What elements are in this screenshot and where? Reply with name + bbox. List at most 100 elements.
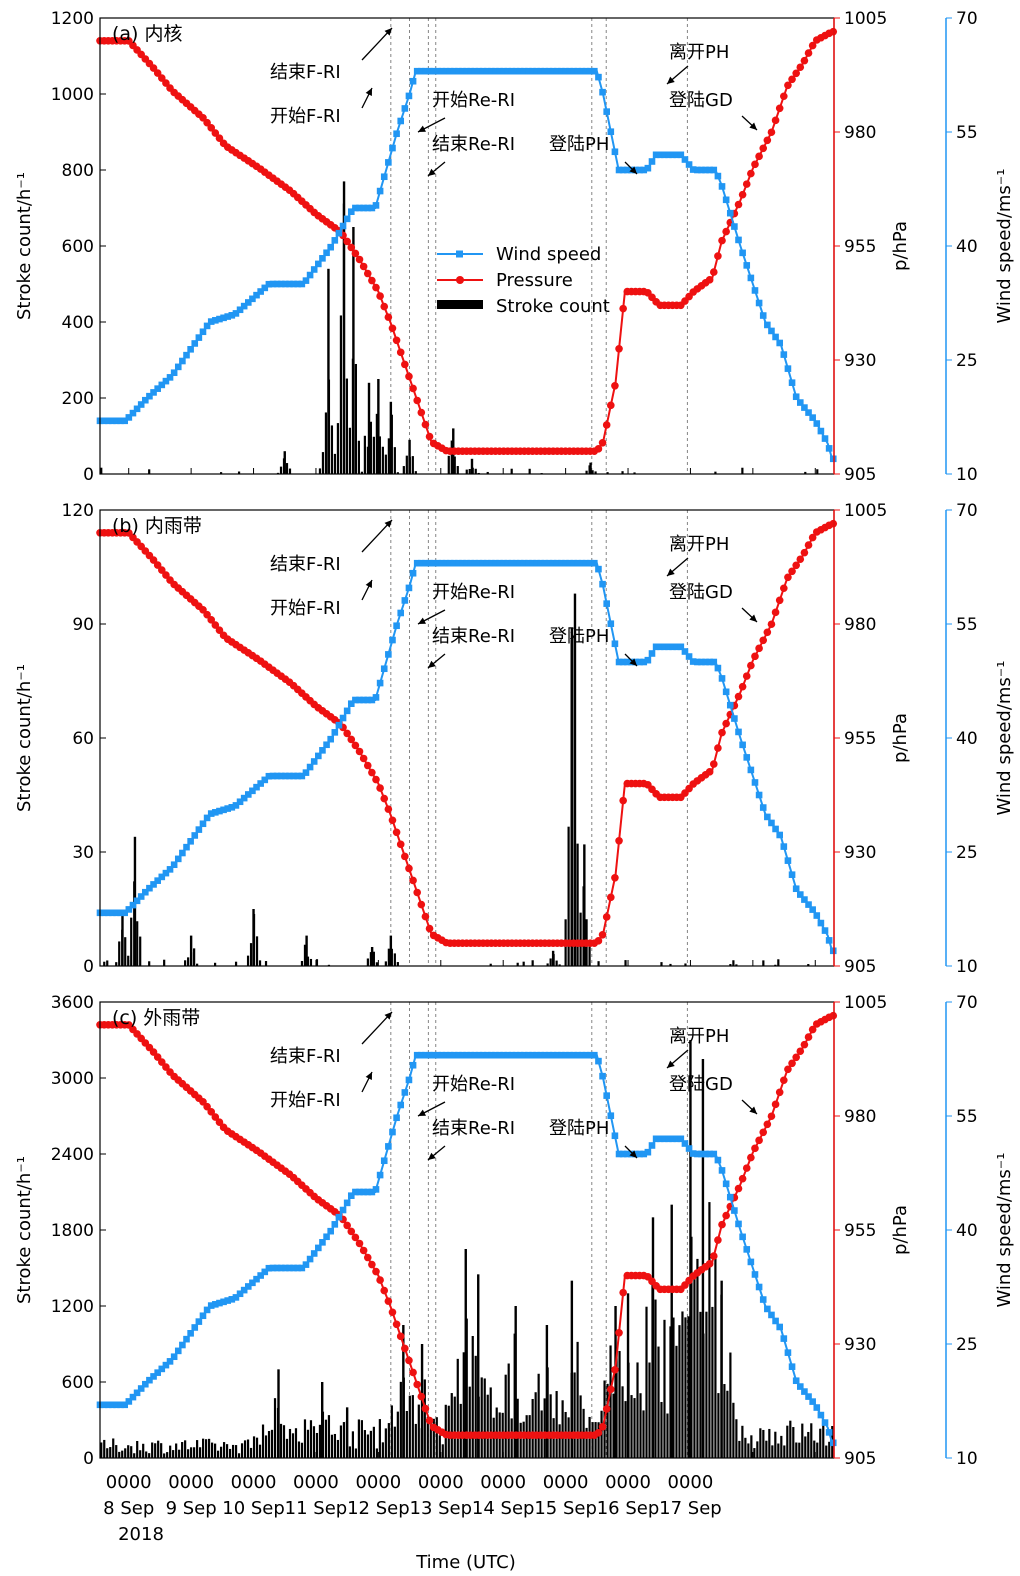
wind-speed-marker: [430, 559, 437, 567]
stroke-bar: [360, 471, 363, 474]
pressure-marker: [800, 548, 809, 557]
wind-speed-marker: [747, 766, 755, 774]
wind-speed-marker: [409, 1061, 417, 1069]
wind-speed-marker: [244, 1283, 252, 1290]
wind-speed-marker: [772, 1317, 779, 1325]
wind-speed-marker: [636, 166, 643, 174]
stroke-bar: [474, 1355, 477, 1458]
pressure-marker: [607, 1385, 615, 1394]
stroke-bar: [318, 468, 322, 474]
pressure-marker: [742, 180, 751, 188]
wind-speed-marker: [327, 243, 334, 251]
wind-speed-marker: [356, 1188, 363, 1196]
pressure-marker: [211, 1113, 220, 1121]
stroke-bar: [558, 964, 561, 966]
wind-speed-marker: [652, 151, 660, 159]
wind-speed-marker: [191, 1324, 199, 1331]
pressure-marker: [615, 1328, 623, 1337]
wind-speed-marker: [220, 314, 227, 322]
pressure-marker: [602, 913, 611, 921]
wind-speed-marker: [685, 653, 693, 660]
wind-speed-marker: [450, 559, 458, 567]
wind-speed-marker: [669, 151, 676, 159]
stroke-bar: [783, 1445, 786, 1458]
stroke-bar: [330, 1434, 334, 1458]
y-pressure-tick-label: 930: [844, 351, 876, 371]
wind-speed-marker: [813, 1404, 821, 1411]
wind-speed-marker: [269, 1264, 277, 1272]
pressure-marker: [775, 596, 784, 605]
stroke-bar: [741, 1425, 744, 1458]
event-arrowhead: [384, 520, 392, 528]
wind-speed-marker: [780, 1335, 788, 1342]
stroke-bar: [369, 421, 372, 474]
stroke-bar: [531, 960, 534, 966]
stroke-bar: [699, 1311, 702, 1458]
stroke-bar: [381, 1442, 384, 1458]
wind-speed-marker: [512, 1051, 520, 1059]
pressure-marker: [368, 768, 376, 777]
wind-speed-marker: [442, 1051, 450, 1059]
wind-speed-marker: [710, 166, 718, 174]
wind-speed-marker: [599, 580, 606, 588]
wind-speed-marker: [706, 166, 713, 174]
event-arrowhead: [749, 1106, 757, 1114]
stroke-bar: [112, 1438, 115, 1458]
x-tick-label-time: 0000: [543, 1472, 589, 1493]
wind-speed-marker: [669, 1135, 676, 1143]
wind-speed-marker: [183, 351, 190, 359]
wind-speed-marker: [434, 559, 442, 567]
wind-speed-marker: [442, 67, 450, 75]
wind-speed-marker: [694, 166, 701, 174]
wind-speed-marker: [739, 1233, 746, 1241]
stroke-bar: [468, 1386, 471, 1458]
stroke-bar: [231, 1444, 235, 1458]
stroke-bar: [389, 401, 393, 474]
pressure-marker: [363, 269, 372, 278]
y-left-tick-label: 0: [83, 465, 94, 485]
legend-wind-label: Wind speed: [496, 244, 601, 265]
wind-speed-marker: [595, 73, 602, 81]
wind-speed-marker: [479, 1051, 487, 1059]
wind-speed-marker: [257, 780, 264, 787]
stroke-bar: [804, 471, 807, 474]
wind-speed-marker: [549, 67, 557, 75]
wind-speed-marker: [109, 1401, 116, 1409]
pressure-marker: [747, 169, 755, 178]
pressure-marker: [351, 249, 360, 258]
stroke-bar: [216, 1450, 220, 1458]
pressure-marker: [413, 396, 421, 405]
stroke-bar: [624, 1401, 627, 1458]
pressure-marker: [714, 252, 722, 260]
wind-speed-marker: [821, 435, 829, 442]
wind-speed-marker: [743, 262, 751, 269]
stroke-bar: [636, 1362, 639, 1458]
wind-speed-marker: [764, 813, 771, 821]
y-pressure-tick-label: 905: [844, 957, 876, 977]
wind-speed-marker: [277, 772, 285, 780]
wind-speed-marker: [784, 365, 792, 372]
wind-speed-marker: [726, 1193, 734, 1201]
wind-speed-marker: [698, 166, 705, 174]
legend-wind-marker: [456, 250, 463, 258]
wind-speed-marker: [615, 658, 623, 666]
y-wind-tick-label: 10: [956, 957, 978, 977]
stroke-bar: [723, 1384, 726, 1458]
stroke-bar: [681, 1311, 684, 1458]
stroke-bar: [336, 423, 340, 474]
wind-speed-marker: [751, 287, 759, 294]
wind-speed-marker: [224, 313, 232, 320]
stroke-bar: [459, 1403, 462, 1458]
wind-speed-marker: [582, 1051, 590, 1059]
wind-speed-marker: [240, 302, 248, 310]
stroke-bar: [300, 1442, 304, 1458]
stroke-bar: [202, 1438, 205, 1458]
wind-speed-marker: [393, 1114, 400, 1122]
wind-speed-marker: [261, 1268, 269, 1276]
pressure-marker: [808, 533, 817, 542]
x-tick-label-time: 0000: [480, 1472, 526, 1493]
stroke-bar: [121, 1450, 124, 1458]
wind-speed-marker: [385, 651, 392, 658]
wind-speed-marker: [496, 559, 503, 567]
wind-speed-marker: [504, 559, 512, 567]
